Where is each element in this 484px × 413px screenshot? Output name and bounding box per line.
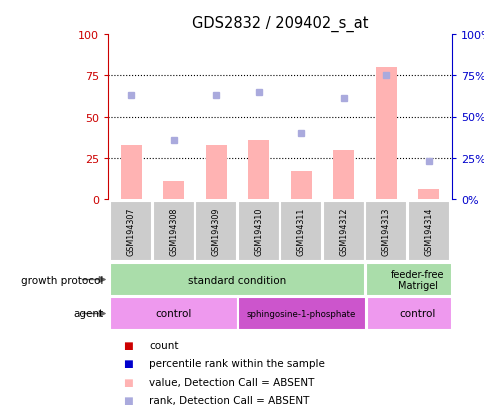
Bar	[333, 150, 354, 199]
Bar	[110, 263, 364, 296]
Text: GSM194307: GSM194307	[127, 207, 136, 256]
Text: agent: agent	[73, 309, 103, 319]
Text: percentile rank within the sample: percentile rank within the sample	[149, 358, 324, 368]
Text: sphingosine-1-phosphate: sphingosine-1-phosphate	[246, 309, 355, 318]
Text: control: control	[399, 309, 435, 319]
Bar	[322, 201, 364, 262]
Text: GSM194310: GSM194310	[254, 207, 263, 256]
Bar	[375, 68, 396, 199]
Text: count: count	[149, 340, 179, 350]
Bar	[237, 201, 279, 262]
Bar	[110, 298, 237, 330]
Bar	[121, 145, 142, 199]
Text: feeder-free
Matrigel: feeder-free Matrigel	[391, 269, 444, 291]
Bar	[280, 201, 321, 262]
Bar	[366, 298, 451, 330]
Text: rank, Detection Call = ABSENT: rank, Detection Call = ABSENT	[149, 395, 309, 405]
Text: ■: ■	[122, 377, 132, 387]
Bar	[417, 190, 439, 199]
Text: value, Detection Call = ABSENT: value, Detection Call = ABSENT	[149, 377, 314, 387]
Text: ■: ■	[122, 395, 132, 405]
Bar	[248, 140, 269, 199]
Bar	[365, 263, 451, 296]
Bar	[163, 181, 184, 199]
Text: GSM194311: GSM194311	[296, 207, 305, 256]
Text: GSM194313: GSM194313	[381, 207, 390, 256]
Text: control: control	[155, 309, 192, 319]
Title: GDS2832 / 209402_s_at: GDS2832 / 209402_s_at	[191, 16, 367, 32]
Bar	[290, 171, 311, 199]
Bar	[407, 201, 449, 262]
Text: ■: ■	[122, 340, 132, 350]
Text: standard condition: standard condition	[188, 275, 286, 285]
Text: ■: ■	[122, 358, 132, 368]
Bar	[110, 201, 152, 262]
Text: growth protocol: growth protocol	[21, 275, 103, 285]
Text: GSM194309: GSM194309	[212, 207, 220, 256]
Bar	[364, 201, 407, 262]
Bar	[238, 298, 365, 330]
Text: GSM194308: GSM194308	[169, 207, 178, 256]
Bar	[152, 201, 195, 262]
Bar	[195, 201, 237, 262]
Text: GSM194312: GSM194312	[338, 207, 348, 256]
Bar	[205, 145, 227, 199]
Text: GSM194314: GSM194314	[424, 207, 432, 256]
